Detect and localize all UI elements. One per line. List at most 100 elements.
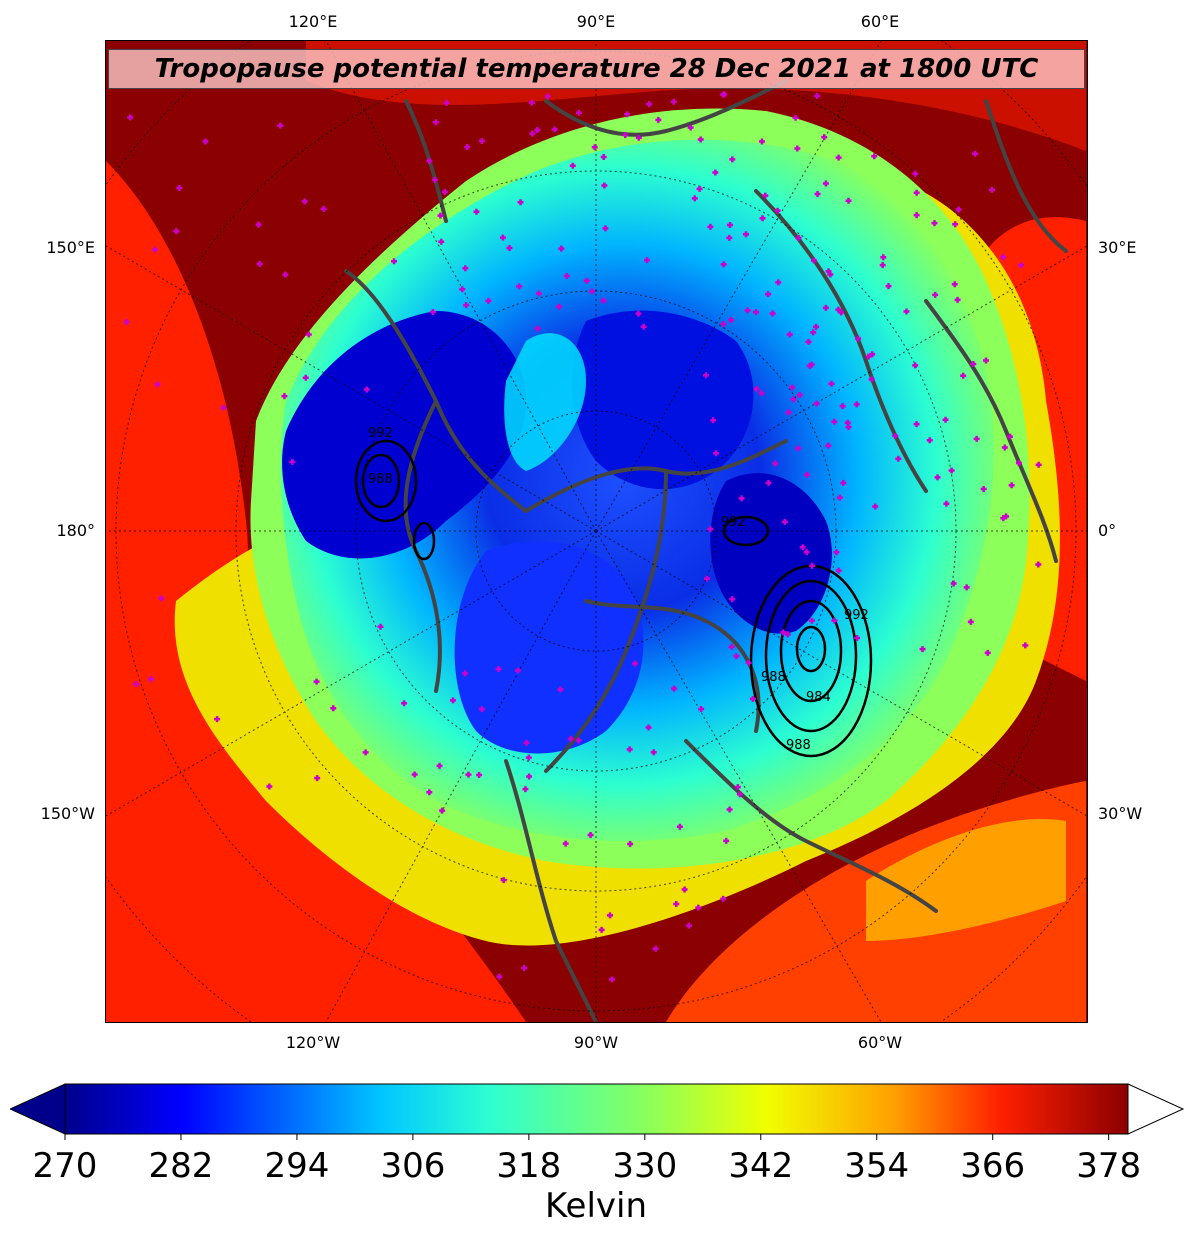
station-marker [954,296,961,303]
station-marker [720,895,727,902]
colorbar-tick-label: 282 [148,1146,214,1186]
station-marker [426,157,433,164]
station-marker [147,676,154,683]
station-marker [808,617,815,624]
station-marker [774,207,781,214]
contour-label: 992 [368,426,393,441]
station-marker [676,823,683,830]
station-marker [462,265,469,272]
station-marker [831,418,838,425]
station-marker [1022,642,1029,649]
station-marker [529,130,536,137]
station-marker [681,886,688,893]
station-marker [758,390,765,397]
station-marker [895,455,902,462]
station-marker [960,372,967,379]
station-marker [330,705,337,712]
colorbar-tick-label: 318 [496,1146,562,1186]
station-marker [703,372,710,379]
station-marker [1015,460,1022,467]
station-marker [1008,482,1015,489]
station-marker [462,670,469,677]
station-marker [803,549,810,556]
station-marker [646,101,653,108]
station-marker [600,297,607,304]
station-marker [411,771,418,778]
station-marker [255,221,262,228]
station-marker [931,220,938,227]
station-marker [282,271,289,278]
station-marker [202,138,209,145]
station-marker [591,144,598,151]
station-marker [521,964,528,971]
lon-label-left: 180° [56,521,95,540]
contour-label: 992 [844,608,869,623]
lon-label-bottom: 120°W [285,1033,341,1052]
station-marker [535,290,542,297]
station-marker [855,335,862,342]
station-marker [810,257,817,264]
station-marker [500,877,507,884]
station-marker [814,92,821,99]
station-marker [266,783,273,790]
station-marker [670,98,677,105]
station-marker [729,156,736,163]
station-marker [892,432,899,439]
contour-label: 988 [786,738,811,753]
station-marker [845,197,852,204]
station-marker [600,154,607,161]
station-marker [1007,433,1014,440]
station-marker [813,400,820,407]
station-marker [785,409,792,416]
station-marker [320,205,327,212]
station-marker [437,212,444,219]
station-marker [934,474,941,481]
station-marker [525,754,532,761]
station-marker [485,297,492,304]
station-marker [523,739,530,746]
station-marker [963,584,970,591]
lon-label-left: 150°E [46,238,95,257]
colorbar-tick-label: 342 [728,1146,794,1186]
colorbar-tick-label: 294 [264,1146,330,1186]
station-marker [1000,515,1007,522]
station-marker [645,724,652,731]
station-marker [602,225,609,232]
station-marker [942,416,949,423]
station-marker [401,700,408,707]
station-marker [478,138,485,145]
station-marker [214,716,221,723]
cyan-swirl [504,333,586,471]
station-marker [988,186,995,193]
station-marker [723,837,730,844]
station-marker [429,308,436,315]
station-marker [835,567,842,574]
station-marker [790,396,797,403]
station-marker [758,138,765,145]
station-marker [803,471,810,478]
station-marker [926,437,933,444]
station-marker [872,503,879,510]
station-marker [151,246,158,253]
station-marker [943,500,950,507]
potential-temperature-map: 992 988 992 992 988 984 988 [106,41,1087,1022]
station-marker [277,122,284,129]
station-marker [840,479,847,486]
colorbar-tick-label: 354 [844,1146,910,1186]
station-marker [567,735,574,742]
station-markers [123,91,1042,983]
station-marker [459,286,466,293]
station-marker [948,467,955,474]
station-marker [302,374,309,381]
station-marker [652,945,659,952]
deep-blue-lobe-center [454,541,644,754]
station-marker [671,685,678,692]
station-marker [624,111,631,118]
station-marker [655,116,662,123]
colorbar-gradient [64,1083,1129,1135]
station-marker [1035,461,1042,468]
station-marker [799,544,806,551]
station-marker [734,784,741,791]
station-marker [879,262,886,269]
station-marker [289,458,296,465]
